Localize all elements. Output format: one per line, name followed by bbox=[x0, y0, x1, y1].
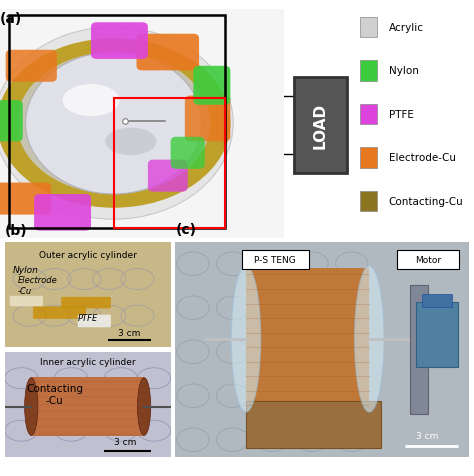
FancyBboxPatch shape bbox=[91, 23, 148, 60]
FancyBboxPatch shape bbox=[360, 191, 377, 212]
Ellipse shape bbox=[231, 267, 261, 412]
FancyBboxPatch shape bbox=[9, 296, 43, 307]
Text: PTFE: PTFE bbox=[78, 313, 98, 322]
Text: 3 cm: 3 cm bbox=[416, 431, 439, 440]
Text: PTFE: PTFE bbox=[389, 109, 413, 119]
Text: 3 cm: 3 cm bbox=[118, 328, 140, 337]
Ellipse shape bbox=[17, 53, 210, 195]
FancyBboxPatch shape bbox=[397, 250, 459, 269]
FancyBboxPatch shape bbox=[0, 183, 51, 215]
Text: Acrylic: Acrylic bbox=[389, 23, 424, 33]
Ellipse shape bbox=[63, 85, 119, 117]
FancyBboxPatch shape bbox=[6, 50, 57, 83]
FancyBboxPatch shape bbox=[360, 18, 377, 38]
FancyBboxPatch shape bbox=[0, 101, 23, 142]
Bar bbox=[9, 16, 225, 229]
FancyBboxPatch shape bbox=[241, 250, 309, 269]
Bar bbox=[31, 377, 144, 436]
Text: 3 cm: 3 cm bbox=[114, 437, 137, 446]
Text: (a): (a) bbox=[0, 12, 22, 26]
Ellipse shape bbox=[137, 378, 151, 436]
Text: Motor: Motor bbox=[415, 256, 441, 264]
Bar bbox=[422, 294, 452, 307]
Text: Outer acrylic cylinder: Outer acrylic cylinder bbox=[39, 250, 137, 259]
FancyBboxPatch shape bbox=[360, 148, 377, 169]
FancyBboxPatch shape bbox=[78, 315, 111, 327]
FancyBboxPatch shape bbox=[137, 35, 199, 71]
FancyBboxPatch shape bbox=[360, 104, 377, 125]
Text: Electrode
-Cu: Electrode -Cu bbox=[18, 276, 58, 295]
Text: Inner acrylic cylinder: Inner acrylic cylinder bbox=[40, 357, 136, 367]
FancyBboxPatch shape bbox=[34, 195, 91, 231]
Text: Electrode-Cu: Electrode-Cu bbox=[389, 153, 456, 163]
Text: (c): (c) bbox=[175, 222, 196, 237]
FancyBboxPatch shape bbox=[61, 297, 111, 309]
FancyBboxPatch shape bbox=[33, 307, 86, 319]
FancyBboxPatch shape bbox=[148, 160, 188, 192]
Circle shape bbox=[26, 53, 202, 195]
Text: LOAD: LOAD bbox=[313, 103, 328, 149]
FancyBboxPatch shape bbox=[171, 138, 205, 169]
Ellipse shape bbox=[105, 129, 156, 156]
Ellipse shape bbox=[0, 39, 230, 208]
FancyBboxPatch shape bbox=[193, 67, 230, 106]
FancyBboxPatch shape bbox=[294, 78, 347, 174]
Bar bbox=[246, 268, 369, 410]
Text: Contacting-Cu: Contacting-Cu bbox=[389, 197, 464, 207]
Text: Nylon: Nylon bbox=[13, 265, 39, 274]
Text: P-S TENG: P-S TENG bbox=[255, 256, 296, 264]
Ellipse shape bbox=[355, 267, 384, 412]
Text: Contacting
-Cu: Contacting -Cu bbox=[26, 383, 83, 405]
FancyBboxPatch shape bbox=[360, 61, 377, 81]
FancyBboxPatch shape bbox=[185, 96, 230, 142]
Bar bbox=[246, 401, 381, 448]
Circle shape bbox=[0, 28, 233, 220]
Ellipse shape bbox=[25, 378, 38, 436]
Bar bbox=[114, 99, 225, 229]
Text: Nylon: Nylon bbox=[389, 66, 419, 76]
Bar bbox=[416, 303, 457, 367]
Bar bbox=[410, 286, 428, 414]
Text: (b): (b) bbox=[5, 224, 27, 238]
